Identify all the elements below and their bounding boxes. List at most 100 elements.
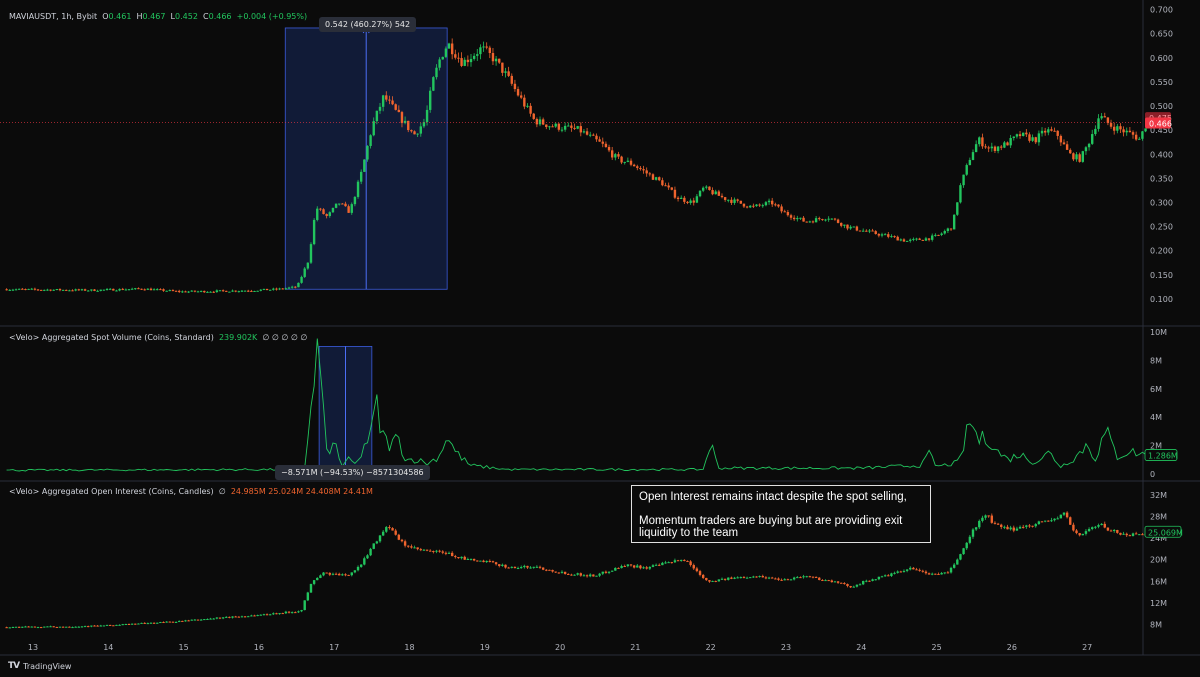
candle-body [1091, 527, 1094, 529]
oi-indicator-values: 24.985M 25.024M 24.408M 24.41M [230, 487, 373, 496]
candle-body [58, 289, 62, 291]
candle-body [658, 564, 661, 566]
candle-body [890, 236, 893, 238]
candle-body [472, 55, 476, 59]
candle-body [275, 288, 278, 290]
candle-body [350, 204, 353, 213]
volume-last-tag: 1.286M [1148, 452, 1178, 461]
price-measure-label: 0.542 (460.27%) 542 [319, 17, 417, 32]
candle-body [720, 195, 724, 198]
symbol-label[interactable]: MAVIAUSDT, 1h, Bybit [9, 12, 98, 21]
candle-body [65, 626, 68, 628]
candle-body [140, 622, 143, 624]
candle-body [739, 200, 743, 204]
x-axis-tick-label: 13 [28, 643, 38, 652]
change-value: +0.004 (+0.95%) [236, 12, 308, 21]
candle-body [159, 289, 162, 291]
candle-body [432, 77, 435, 91]
candle-body [783, 579, 786, 581]
candle-body [912, 238, 915, 240]
candle-body [1009, 527, 1012, 530]
candle-body [789, 215, 793, 218]
candle-body [422, 549, 426, 551]
candle-body [325, 572, 328, 574]
annotation-text-box[interactable]: Open Interest remains intact despite the… [631, 485, 931, 543]
candle-body [962, 548, 965, 555]
candle-body [551, 569, 554, 572]
candle-body [498, 58, 501, 63]
candle-body [165, 290, 168, 292]
candle-body [758, 576, 761, 578]
volume-indicator-title[interactable]: <Velo> Aggregated Spot Volume (Coins, St… [9, 333, 214, 342]
candle-body [595, 135, 598, 140]
candle-body [450, 43, 454, 55]
candle-body [272, 288, 275, 290]
candle-body [887, 234, 890, 237]
candle-body [959, 554, 962, 560]
candle-body [253, 615, 256, 617]
candle-body [425, 549, 429, 551]
candle-body [322, 209, 325, 215]
candle-body [55, 289, 59, 291]
candle-body [171, 290, 175, 292]
candle-body [626, 160, 630, 162]
candle-body [482, 46, 485, 48]
candle-body [836, 219, 840, 223]
oi-indicator-title[interactable]: <Velo> Aggregated Open Interest (Coins, … [9, 487, 214, 496]
candle-body [112, 288, 115, 291]
candle-body [956, 202, 959, 215]
candle-body [1062, 512, 1066, 515]
price-axis-tick-label: 0.550 [1150, 78, 1173, 87]
candle-body [893, 236, 896, 238]
candle-body [1018, 134, 1022, 137]
candle-body [102, 289, 106, 291]
candle-body [915, 569, 918, 571]
candle-body [1116, 529, 1119, 533]
candle-body [498, 564, 501, 566]
candle-body [1094, 128, 1097, 135]
candle-body [592, 574, 595, 577]
candle-body [108, 624, 112, 626]
candle-body [924, 571, 928, 574]
candle-body [632, 164, 636, 167]
candle-body [626, 564, 630, 567]
candle-body [585, 575, 589, 577]
volume-axis-tick-label: 6M [1150, 385, 1162, 394]
candle-body [971, 152, 975, 160]
candle-body [814, 576, 818, 578]
candle-body [943, 231, 946, 234]
candle-body [764, 202, 768, 206]
candle-body [1094, 526, 1097, 528]
candle-body [118, 288, 121, 291]
candle-body [1078, 154, 1081, 162]
candle-body [303, 268, 306, 277]
candle-body [689, 200, 692, 203]
candle-body [642, 169, 645, 171]
candle-body [1028, 525, 1031, 527]
candle-body [673, 189, 677, 198]
candle-body [802, 217, 805, 222]
candle-body [921, 570, 924, 572]
candle-body [225, 616, 228, 618]
candle-body [755, 576, 758, 578]
candle-body [698, 190, 702, 197]
candle-body [83, 289, 87, 291]
candle-body [284, 611, 288, 614]
tradingview-branding[interactable]: TV TradingView [8, 661, 71, 671]
candle-body [1109, 530, 1113, 532]
candle-body [121, 624, 124, 626]
candle-body [974, 527, 978, 530]
candle-body [290, 286, 294, 288]
candle-body [802, 576, 805, 578]
candle-body [1065, 512, 1069, 518]
candle-body [761, 205, 764, 207]
candle-body [830, 580, 834, 583]
price-axis-tick-label: 0.100 [1150, 295, 1173, 304]
candle-body [538, 566, 542, 568]
candle-body [388, 99, 391, 101]
candle-body [993, 522, 997, 524]
candle-body [137, 623, 140, 625]
candle-body [852, 226, 855, 228]
candle-body [1003, 142, 1006, 148]
